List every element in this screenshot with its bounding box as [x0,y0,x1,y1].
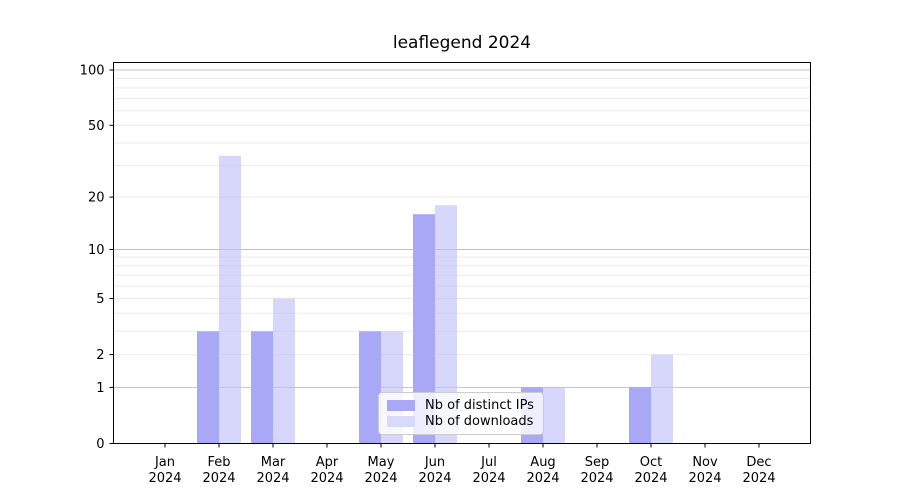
y-tick-label: 2 [96,348,104,363]
y-tick-label: 50 [88,119,105,134]
x-tick-label: Oct 2024 [634,455,667,486]
chart-title: leaflegend 2024 [392,33,532,53]
y-tick-label: 10 [88,243,105,258]
y-tick-label: 20 [88,191,105,206]
bar-nb-of-distinct-ips-may [359,331,381,444]
x-tick-label: Jul 2024 [472,455,505,486]
bar-nb-of-downloads-jun [435,205,457,444]
x-tick-label: Sep 2024 [580,455,613,486]
legend: Nb of distinct IPs Nb of downloads [378,392,544,435]
legend-swatch-downloads [387,416,415,428]
bar-nb-of-distinct-ips-mar [251,331,273,444]
x-tick-label: Dec 2024 [742,455,775,486]
legend-item-distinct-ips: Nb of distinct IPs [387,398,535,413]
x-tick-label: Nov 2024 [688,455,721,486]
bar-nb-of-distinct-ips-jun [413,214,435,444]
y-tick-label: 0 [96,437,104,452]
x-tick-label: Feb 2024 [202,455,235,486]
bar-nb-of-downloads-mar [273,298,295,444]
x-tick-label: May 2024 [364,455,397,486]
bar-nb-of-downloads-oct [651,354,673,444]
x-tick-label: Jan 2024 [148,455,181,486]
x-tick-label: Apr 2024 [310,455,343,486]
x-tick-label: Jun 2024 [418,455,451,486]
bar-nb-of-distinct-ips-oct [629,387,651,444]
y-tick-label: 5 [96,292,104,307]
y-tick-label: 100 [80,64,105,79]
bar-nb-of-distinct-ips-feb [197,331,219,444]
bar-nb-of-downloads-feb [219,155,241,444]
x-tick-label: Aug 2024 [526,455,559,486]
legend-item-downloads: Nb of downloads [387,414,535,429]
plot-border [113,62,811,444]
legend-swatch-distinct-ips [387,399,415,411]
y-tick-label: 1 [96,381,104,396]
x-tick-label: Mar 2024 [256,455,289,486]
bar-nb-of-downloads-aug [543,387,565,444]
legend-label-distinct-ips: Nb of distinct IPs [425,397,534,413]
legend-label-downloads: Nb of downloads [425,414,534,430]
